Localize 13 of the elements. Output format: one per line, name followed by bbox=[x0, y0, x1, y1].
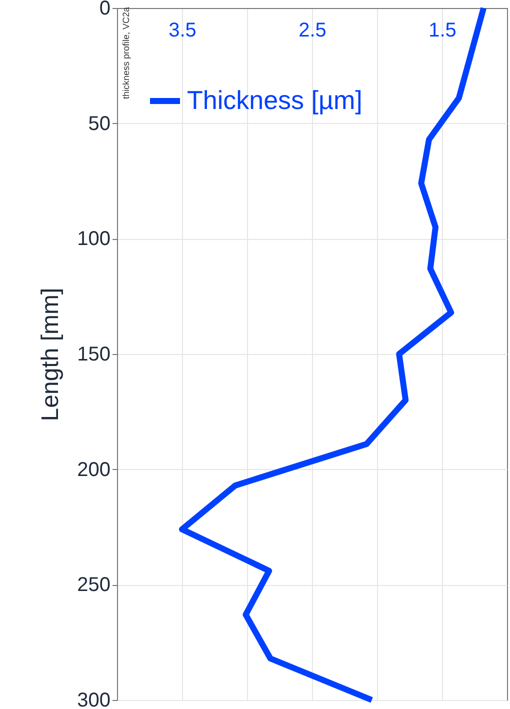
legend-label: Thickness [µm] bbox=[187, 85, 362, 115]
y-tick-label: 0 bbox=[99, 0, 110, 20]
y-tick-label: 200 bbox=[77, 458, 110, 481]
y-tick-label: 100 bbox=[77, 228, 110, 250]
x-tick-label: 3.5 bbox=[168, 20, 196, 42]
y-tick-label: 50 bbox=[88, 112, 110, 135]
y-tick-label: 250 bbox=[77, 574, 110, 596]
y-tick-label: 300 bbox=[77, 690, 110, 709]
y-axis-title: Length [mm] bbox=[37, 288, 64, 422]
x-tick-label: 2.5 bbox=[298, 20, 326, 42]
annotation: thickness profile, VC2a bbox=[121, 6, 131, 100]
y-tick-label: 150 bbox=[77, 344, 110, 366]
x-tick-label: 1.5 bbox=[428, 20, 456, 42]
